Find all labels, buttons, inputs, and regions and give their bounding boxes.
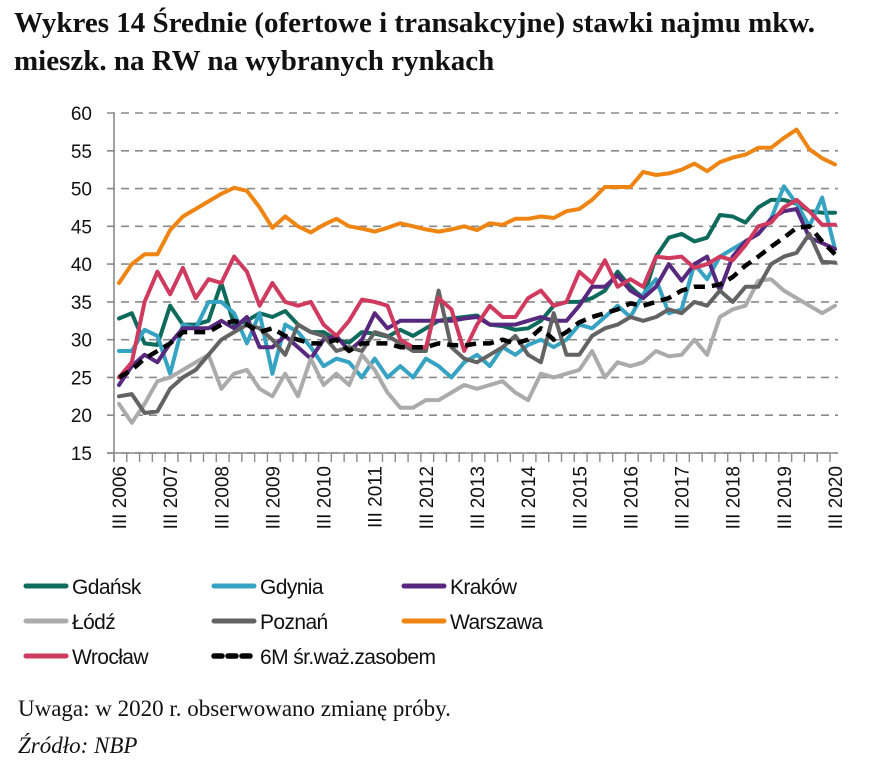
legend-label: Wrocław: [72, 646, 149, 669]
legend-label: Poznań: [260, 611, 328, 634]
x-tick-label: III 2008: [212, 466, 233, 529]
x-tick-label: III 2015: [570, 466, 591, 529]
series-line-wrocław: [117, 197, 837, 380]
chart-title: Wykres 14 Średnie (ofertowe i transakcyj…: [14, 7, 815, 77]
legend-label: Gdańsk: [72, 576, 142, 599]
y-tick-label: 50: [71, 180, 92, 201]
series-line-warszawa: [117, 127, 837, 285]
legend-label: 6M śr.waż.zasobem: [260, 646, 435, 669]
y-tick-label: 30: [71, 331, 92, 352]
chart-note: Uwaga: w 2020 r. obserwowano zmianę prób…: [18, 696, 451, 721]
series-line-poznań: [117, 231, 837, 415]
y-tick-label: 55: [71, 142, 92, 163]
x-tick-label: III 2016: [621, 466, 642, 529]
y-tick-label: 35: [71, 293, 92, 314]
x-tick-label: III 2011: [366, 466, 387, 528]
y-tick-label: 25: [71, 368, 92, 389]
legend-label: Łódź: [72, 611, 115, 634]
x-tick-label: III 2007: [161, 466, 182, 529]
x-tick-label: III 2018: [724, 466, 745, 529]
x-tick-label: III 2010: [315, 466, 336, 529]
series-line-6m-śr-waż-zasobem: [117, 224, 837, 380]
x-tick-label: III 2013: [468, 466, 489, 529]
legend-label: Gdynia: [260, 576, 324, 599]
series-line-kraków: [117, 207, 837, 387]
series-line-łódź: [117, 277, 837, 425]
x-tick-label: III 2019: [775, 466, 796, 529]
x-tick-label: III 2009: [263, 466, 284, 529]
x-tick-label: III 2020: [826, 466, 847, 529]
x-tick-label: III 2006: [110, 466, 131, 529]
x-tick-label: III 2017: [673, 466, 694, 529]
x-tick-label: III 2014: [519, 466, 540, 530]
chart-source: Źródło: NBP: [18, 733, 138, 758]
y-tick-label: 15: [71, 444, 92, 465]
y-tick-label: 45: [71, 217, 92, 238]
legend-label: Kraków: [450, 576, 518, 599]
legend-label: Warszawa: [450, 611, 543, 634]
x-tick-label: III 2012: [417, 466, 438, 529]
y-tick-label: 40: [71, 255, 92, 276]
y-tick-label: 60: [71, 104, 92, 125]
y-tick-label: 20: [71, 406, 92, 427]
